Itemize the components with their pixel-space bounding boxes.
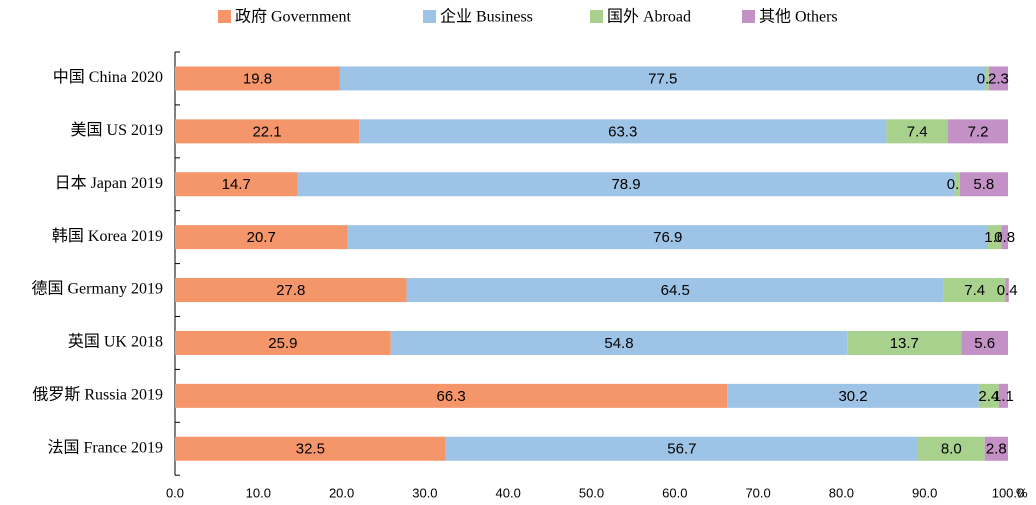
bar-segment bbox=[984, 436, 1008, 461]
bar-segment bbox=[978, 383, 999, 408]
data-label: 5.6 bbox=[974, 335, 995, 352]
data-label: 56.7 bbox=[667, 441, 696, 458]
bar-segment bbox=[175, 225, 348, 250]
data-label: 1.1 bbox=[993, 388, 1014, 405]
bar-segment bbox=[988, 66, 1008, 91]
data-label: 8.0 bbox=[941, 441, 962, 458]
bar-segment bbox=[948, 119, 1008, 144]
bar-segment bbox=[406, 278, 944, 303]
legend-label: 其他 Others bbox=[759, 8, 838, 26]
data-label: 7.4 bbox=[907, 123, 928, 140]
bar-segment bbox=[727, 383, 979, 408]
bar-segment bbox=[886, 119, 949, 144]
bar-segment bbox=[359, 119, 887, 144]
bar-segment bbox=[985, 66, 989, 91]
data-label: 66.3 bbox=[437, 388, 466, 405]
data-label: 0.4 bbox=[997, 282, 1018, 299]
data-label: 0.8 bbox=[994, 229, 1015, 246]
data-label: 1.6 bbox=[984, 229, 1005, 246]
bar-segment bbox=[943, 278, 1006, 303]
y-tick-label: 法国 France 2019 bbox=[47, 438, 163, 456]
data-label: 22.1 bbox=[252, 123, 281, 140]
data-label: 14.7 bbox=[222, 176, 251, 193]
bar-segment bbox=[918, 436, 985, 461]
x-tick-label: 20.0 bbox=[329, 485, 354, 500]
x-tick-label: 90.0 bbox=[912, 485, 937, 500]
legend-label: 企业 Business bbox=[440, 8, 533, 26]
bar-segment bbox=[961, 330, 1008, 355]
data-label: 76.9 bbox=[653, 229, 682, 246]
data-label: 19.8 bbox=[243, 70, 272, 87]
data-label: 78.9 bbox=[611, 176, 640, 193]
y-tick-label: 德国 Germany 2019 bbox=[31, 280, 163, 298]
x-tick-label: 0.0 bbox=[166, 485, 184, 500]
bar-segment bbox=[175, 66, 340, 91]
x-tick-label: 100.0 bbox=[992, 485, 1025, 500]
y-tick-label: 中国 China 2020 bbox=[53, 68, 163, 86]
bar-segment bbox=[445, 436, 919, 461]
bar-segment bbox=[175, 436, 446, 461]
data-label: 27.8 bbox=[276, 282, 305, 299]
bar-segment bbox=[954, 172, 960, 197]
y-tick-label: 韩国 Korea 2019 bbox=[52, 227, 163, 245]
bar-segment bbox=[339, 66, 986, 91]
bar-segment bbox=[175, 119, 360, 144]
data-label: 2.8 bbox=[986, 441, 1007, 458]
data-label: 5.8 bbox=[973, 176, 994, 193]
data-label: 63.3 bbox=[608, 123, 637, 140]
bar-segment bbox=[1005, 278, 1009, 303]
legend-swatch bbox=[742, 10, 755, 23]
x-tick-label: 60.0 bbox=[662, 485, 687, 500]
bar-segment bbox=[390, 330, 848, 355]
data-label: 7.2 bbox=[968, 123, 989, 140]
legend-swatch bbox=[590, 10, 603, 23]
bar-segment bbox=[347, 225, 989, 250]
data-label: 2.4 bbox=[978, 388, 999, 405]
bar-segment bbox=[175, 278, 407, 303]
bar-segment bbox=[175, 172, 298, 197]
data-label: 64.5 bbox=[661, 282, 690, 299]
bar-segment bbox=[175, 330, 391, 355]
x-tick-label: 30.0 bbox=[412, 485, 437, 500]
data-label: 54.8 bbox=[604, 335, 633, 352]
bar-segment bbox=[847, 330, 962, 355]
y-tick-label: 英国 UK 2018 bbox=[68, 333, 163, 351]
bar-segment bbox=[998, 383, 1008, 408]
legend-swatch bbox=[218, 10, 231, 23]
bar-segment bbox=[175, 383, 728, 408]
y-tick-label: 日本 Japan 2019 bbox=[55, 174, 163, 192]
data-label: 30.2 bbox=[838, 388, 867, 405]
x-axis-label: % bbox=[1016, 485, 1028, 500]
legend-label: 政府 Government bbox=[235, 8, 352, 26]
legend-swatch bbox=[423, 10, 436, 23]
bar-segment bbox=[959, 172, 1008, 197]
legend-label: 国外 Abroad bbox=[607, 8, 691, 26]
data-label: 2.3 bbox=[988, 70, 1009, 87]
data-label: 13.7 bbox=[890, 335, 919, 352]
x-tick-label: 80.0 bbox=[829, 485, 854, 500]
x-tick-label: 40.0 bbox=[496, 485, 521, 500]
data-label: 7.4 bbox=[964, 282, 985, 299]
x-tick-label: 10.0 bbox=[246, 485, 271, 500]
bar-segment bbox=[297, 172, 955, 197]
y-tick-label: 俄罗斯 Russia 2019 bbox=[32, 386, 163, 404]
data-label: 32.5 bbox=[296, 441, 325, 458]
data-label: 25.9 bbox=[268, 335, 297, 352]
data-label: 20.7 bbox=[247, 229, 276, 246]
data-label: 77.5 bbox=[648, 70, 677, 87]
x-tick-label: 70.0 bbox=[745, 485, 770, 500]
x-tick-label: 50.0 bbox=[579, 485, 604, 500]
bar-segment bbox=[1001, 225, 1008, 250]
y-tick-label: 美国 US 2019 bbox=[71, 121, 163, 139]
bar-segment bbox=[988, 225, 1002, 250]
